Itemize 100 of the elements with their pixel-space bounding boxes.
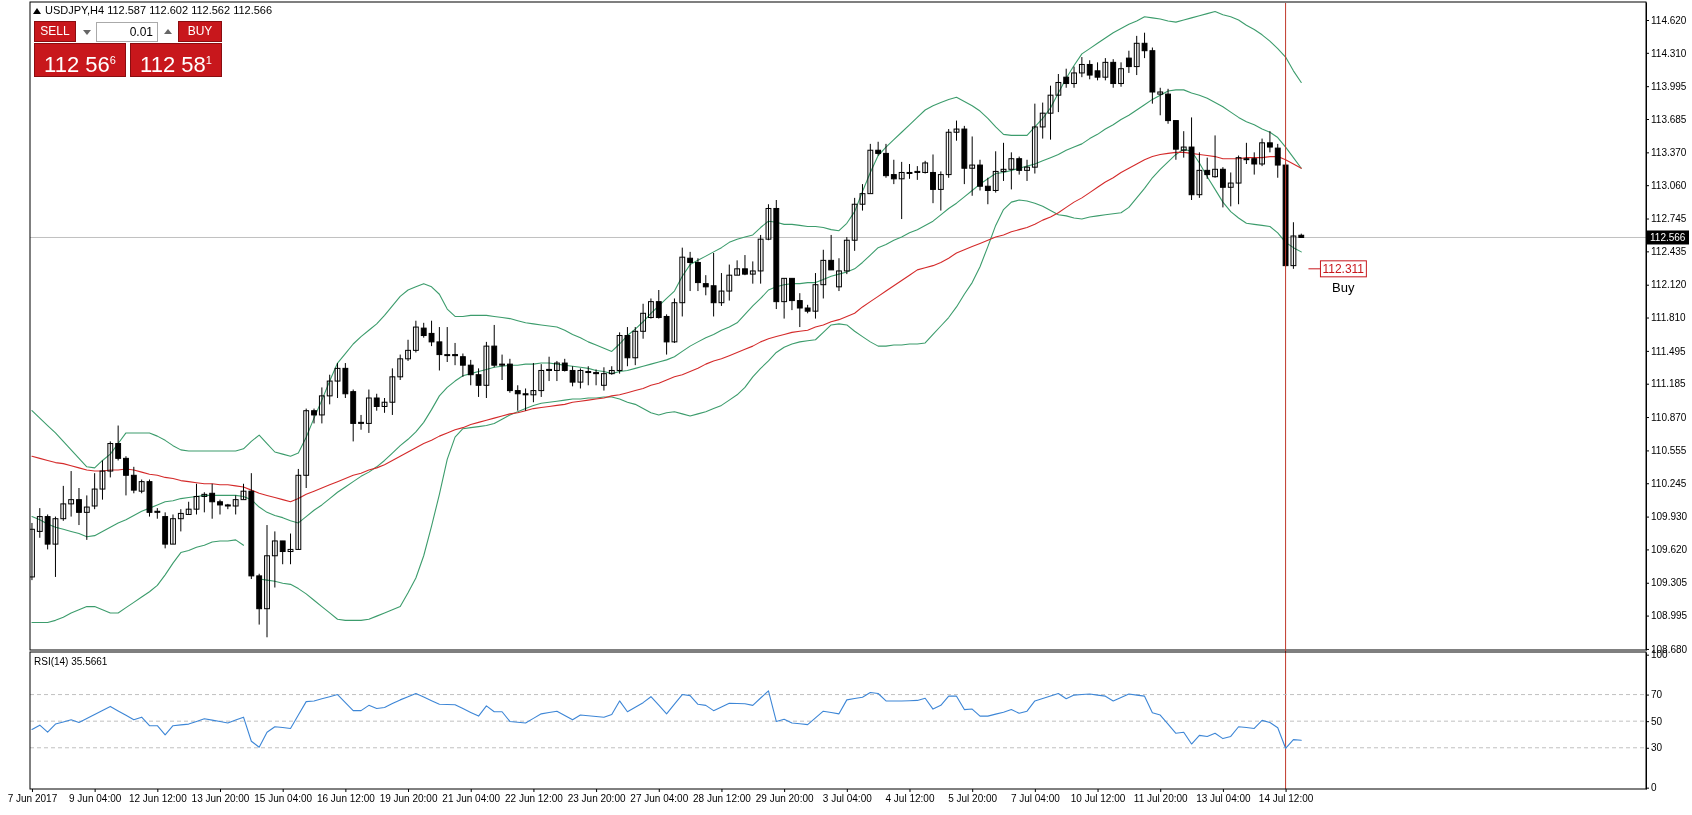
candlestick	[76, 487, 82, 526]
x-tick-label: 10 Jul 12:00	[1070, 793, 1126, 805]
candlestick	[781, 277, 788, 320]
candlestick	[648, 297, 654, 320]
line-series	[31, 89, 1302, 538]
x-tick-label: 5 Jul 20:00	[948, 793, 998, 805]
x-tick-label: 14 Jul 12:00	[1258, 793, 1314, 805]
x-tick-label: 23 Jun 20:00	[567, 793, 626, 805]
candlestick	[318, 386, 325, 424]
candlestick	[749, 260, 756, 285]
candlestick	[130, 466, 137, 494]
x-tick-label: 7 Jun 2017	[7, 793, 58, 805]
x-tick-label: 22 Jun 12:00	[504, 793, 564, 805]
y-tick-label: 109.305	[1651, 577, 1688, 589]
candlestick	[491, 324, 498, 368]
y-tick-label: 109.620	[1651, 544, 1688, 556]
x-tick-label: 15 Jun 04:00	[254, 793, 313, 805]
candlestick	[1063, 68, 1070, 89]
x-tick-label: 27 Jun 04:00	[630, 793, 689, 805]
candlestick	[405, 339, 411, 362]
candlestick	[937, 170, 944, 212]
x-tick-label: 13 Jun 20:00	[191, 793, 250, 805]
x-tick-label: 3 Jul 04:00	[822, 793, 873, 805]
candlestick	[123, 455, 129, 496]
candlestick	[553, 360, 560, 382]
candlestick	[734, 259, 741, 276]
candlestick	[843, 236, 850, 275]
candlestick	[459, 353, 466, 378]
x-tick-label: 12 Jun 12:00	[128, 793, 188, 805]
text: 112.311	[1322, 261, 1365, 276]
candlestick	[1219, 166, 1226, 208]
candlestick	[83, 494, 90, 541]
x-tick-label: 28 Jun 12:00	[693, 793, 752, 805]
candlestick	[538, 363, 545, 398]
candlestick	[1251, 151, 1258, 176]
y-tick-label: 109.930	[1651, 511, 1688, 523]
candlestick	[217, 499, 223, 515]
candlestick	[452, 342, 458, 366]
candlestick	[883, 143, 889, 179]
candlestick	[358, 414, 364, 431]
candlestick	[303, 408, 310, 489]
candlestick	[1266, 130, 1273, 153]
candlestick	[499, 354, 505, 381]
text: Buy	[1332, 279, 1355, 295]
candlestick	[264, 524, 270, 638]
x-tick-label: 16 Jun 12:00	[316, 793, 376, 805]
candlestick	[930, 153, 936, 204]
line-series	[31, 690, 1302, 749]
candlestick	[1071, 66, 1077, 89]
y-tick-label: 70	[1651, 689, 1663, 701]
annotation: BUY	[178, 21, 222, 42]
candlestick	[593, 368, 600, 386]
y-tick-label: 111.185	[1651, 378, 1687, 390]
annotation: SELL	[34, 21, 76, 42]
y-tick-label: 114.620	[1651, 14, 1687, 26]
candlestick	[1125, 50, 1132, 74]
annotation: 0.01	[96, 22, 158, 42]
annotation: 112 58$^{1}$	[130, 43, 222, 78]
candlestick	[311, 408, 317, 424]
y-tick-label: 112.435	[1651, 246, 1687, 258]
candlestick	[687, 251, 694, 292]
y-tick-label: 30	[1651, 742, 1663, 754]
candlestick	[1274, 143, 1281, 179]
candlestick	[1078, 56, 1085, 78]
candlestick	[397, 354, 404, 381]
x-tick-label: 29 Jun 20:00	[755, 793, 814, 805]
chart-title: RSI(14) 35.5661	[34, 656, 108, 667]
y-tick-label: 113.370	[1651, 147, 1687, 159]
y-tick-label: 0	[1651, 782, 1657, 794]
candlestick	[209, 483, 216, 520]
y-tick-label: 113.995	[1651, 80, 1687, 92]
candlestick	[177, 508, 184, 532]
y-tick-label: 111.810	[1651, 312, 1687, 324]
y-tick-label: 114.310	[1651, 47, 1687, 59]
y-tick-label: 111.495	[1651, 345, 1687, 357]
candlestick	[655, 289, 662, 320]
candlestick	[585, 365, 592, 386]
candlestick	[412, 320, 419, 353]
candlestick	[977, 159, 983, 191]
x-tick-label: 7 Jul 04:00	[1010, 793, 1061, 805]
y-tick-label: 50	[1651, 715, 1663, 727]
candlestick	[36, 507, 43, 539]
candlestick	[695, 257, 701, 292]
candlestick	[1204, 157, 1211, 180]
y-tick-label: 110.870	[1651, 411, 1687, 423]
candlestick	[640, 303, 647, 340]
candlestick	[68, 470, 75, 518]
x-tick-label: 19 Jun 20:00	[379, 793, 438, 805]
candlestick	[170, 513, 176, 545]
x-tick-label: 21 Jun 04:00	[442, 793, 501, 805]
candlestick	[796, 292, 803, 328]
candlestick	[789, 277, 795, 311]
candlestick	[890, 159, 897, 185]
y-tick-label: 108.995	[1651, 610, 1688, 622]
y-tick-label: 110.245	[1651, 477, 1687, 489]
candlestick	[271, 530, 278, 589]
candlestick	[1031, 103, 1038, 175]
candlestick	[1110, 58, 1117, 89]
annotation: 112 56$^{6}$	[34, 43, 126, 78]
candlestick	[601, 366, 607, 392]
